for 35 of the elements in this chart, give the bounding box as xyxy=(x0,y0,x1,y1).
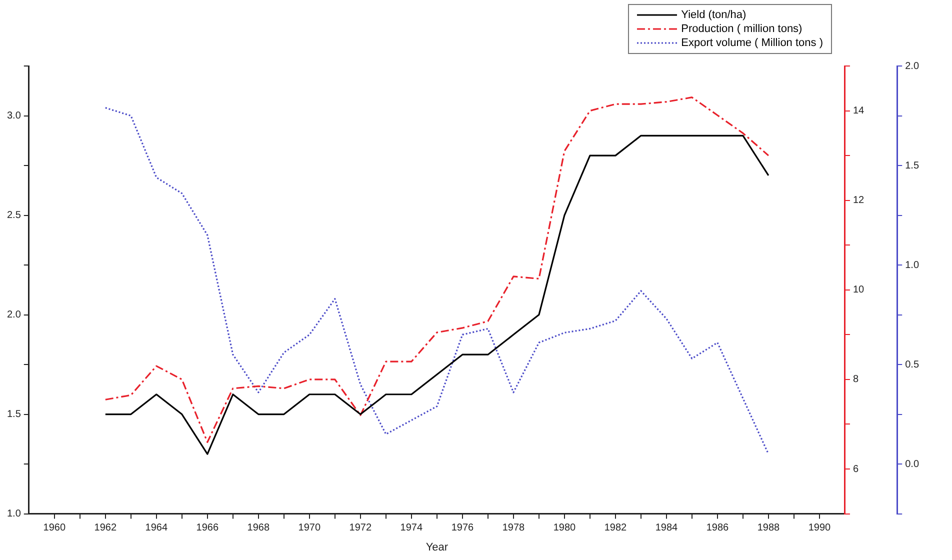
x-tick-label: 1980 xyxy=(553,522,576,534)
x-tick-label: 1972 xyxy=(349,522,372,534)
y2-tick-label: 6 xyxy=(852,464,859,475)
x-tick-label: 1962 xyxy=(94,522,117,534)
y2-tick-label: 10 xyxy=(852,284,865,296)
y2-tick-label: 14 xyxy=(852,106,865,117)
x-tick-label: 1986 xyxy=(706,522,730,534)
legend-label: Production ( million tons) xyxy=(681,22,802,36)
x-axis-title: Year xyxy=(426,541,448,554)
y3-tick-label: 1.5 xyxy=(905,160,920,172)
x-tick-label: 1990 xyxy=(808,522,832,534)
x-tick-label: 1984 xyxy=(655,522,678,534)
y-tick-label: 1.0 xyxy=(6,508,22,520)
y3-tick-label: 0.0 xyxy=(905,458,920,470)
y-tick-label: 2.5 xyxy=(6,210,22,222)
y3-tick-label: 0.5 xyxy=(905,359,920,370)
y-tick-label: 1.5 xyxy=(6,409,22,420)
y3-tick-label: 1.0 xyxy=(905,260,920,271)
legend-label: Export volume ( Million tons ) xyxy=(681,36,823,50)
y2-tick-label: 12 xyxy=(852,195,865,206)
x-tick-label: 1964 xyxy=(145,522,168,534)
legend-label: Yield (ton/ha) xyxy=(681,8,746,22)
x-tick-label: 1988 xyxy=(757,522,780,534)
y3-tick-label: 2.0 xyxy=(905,60,920,72)
y-tick-label: 2.0 xyxy=(6,310,22,321)
x-tick-label: 1974 xyxy=(400,522,423,534)
y2-tick-label: 8 xyxy=(852,374,859,386)
x-tick-label: 1970 xyxy=(298,522,321,534)
x-tick-label: 1976 xyxy=(451,522,474,534)
x-tick-label: 1960 xyxy=(43,522,66,534)
y-tick-label: 3.0 xyxy=(6,110,22,122)
x-tick-label: 1966 xyxy=(196,522,219,534)
x-tick-label: 1982 xyxy=(604,522,628,534)
x-tick-label: 1968 xyxy=(247,522,270,534)
x-tick-label: 1978 xyxy=(502,522,526,534)
